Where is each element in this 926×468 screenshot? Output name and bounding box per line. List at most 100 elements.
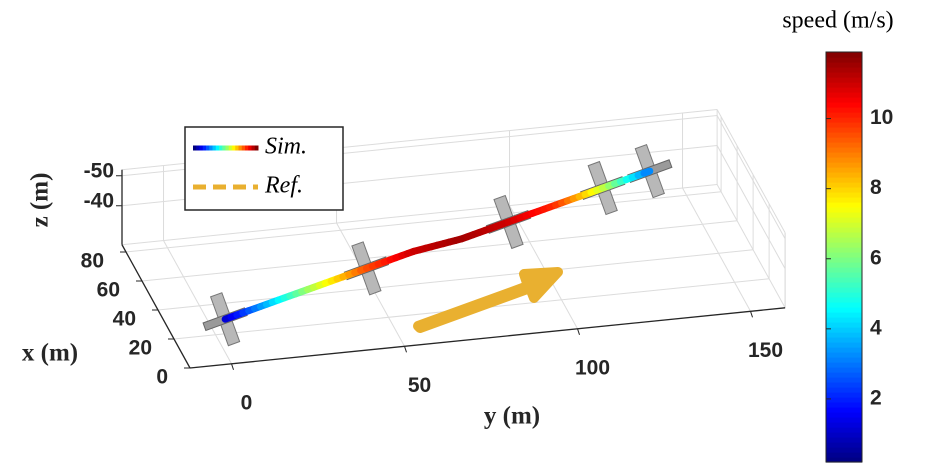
colorbar-band: [826, 397, 862, 403]
x-tick-label: 60: [97, 279, 120, 302]
grid-line: [141, 220, 738, 282]
x-tick-label: 0: [156, 366, 168, 389]
colorbar-band: [826, 257, 862, 263]
colorbar-band: [826, 102, 862, 108]
colorbar-band: [826, 317, 862, 323]
colorbar-band: [826, 137, 862, 143]
colorbar-band: [826, 177, 862, 183]
colorbar-band: [826, 342, 862, 348]
colorbar-band: [826, 147, 862, 153]
grid-line: [163, 240, 232, 365]
colorbar-band: [826, 412, 862, 418]
colorbar-band: [826, 292, 862, 298]
colorbar-band: [826, 427, 862, 433]
x-tick-label: 40: [113, 308, 136, 331]
colorbar-band: [826, 442, 862, 448]
tick-mark: [577, 328, 580, 335]
colorbar-band: [826, 337, 862, 343]
colorbar-band: [826, 287, 862, 293]
colorbar: 2 4 6 8 10: [825, 51, 893, 463]
grid-line: [157, 249, 754, 311]
colorbar-band: [826, 82, 862, 88]
colorbar-band: [826, 72, 862, 78]
colorbar-band: [826, 207, 862, 213]
colorbar-band: [826, 222, 862, 228]
colorbar-band: [826, 67, 862, 73]
colorbar-band: [826, 227, 862, 233]
colorbar-band: [826, 447, 862, 453]
grid-line: [682, 187, 751, 312]
colorbar-band: [826, 132, 862, 138]
colorbar-band: [826, 262, 862, 268]
colorbar-band: [826, 142, 862, 148]
box-edge: [716, 184, 786, 309]
colorbar-tick-label: 8: [870, 176, 882, 199]
z-tick-label: -50: [84, 159, 114, 182]
colorbar-band: [826, 332, 862, 338]
y-tick-label: 100: [575, 356, 610, 379]
colorbar-band: [826, 432, 862, 438]
y-axis-line: [189, 307, 786, 369]
colorbar-band: [826, 92, 862, 98]
colorbar-band: [826, 387, 862, 393]
colorbar-label: speed (m/s): [782, 8, 893, 34]
colorbar-band: [826, 117, 862, 123]
colorbar-band: [826, 277, 862, 283]
colorbar-band: [826, 422, 862, 428]
x-axis-line: [121, 244, 191, 369]
tick-mark: [750, 311, 753, 318]
colorbar-band: [826, 252, 862, 258]
colorbar-band: [826, 362, 862, 368]
colorbar-band: [826, 162, 862, 168]
grid-line: [716, 115, 786, 240]
colorbar-band: [826, 127, 862, 133]
colorbar-band: [826, 302, 862, 308]
colorbar-band: [826, 382, 862, 388]
grid-line: [716, 145, 786, 270]
y-tick-label: 0: [241, 391, 253, 414]
colorbar-band: [826, 457, 862, 463]
colorbar-band: [826, 312, 862, 318]
colorbar-band: [826, 197, 862, 203]
colorbar-band: [826, 437, 862, 443]
x-axis-label: x (m): [22, 340, 78, 367]
colorbar-band: [826, 157, 862, 163]
colorbar-band: [826, 322, 862, 328]
colorbar-band: [826, 87, 862, 93]
colorbar-tick-label: 4: [870, 316, 882, 339]
colorbar-band: [826, 202, 862, 208]
y-axis-label: y (m): [484, 403, 540, 430]
colorbar-band: [826, 282, 862, 288]
colorbar-band: [826, 242, 862, 248]
colorbar-band: [826, 352, 862, 358]
colorbar-band: [826, 307, 862, 313]
colorbar-band: [826, 192, 862, 198]
y-tick-label: 150: [748, 339, 783, 362]
colorbar-band: [826, 107, 862, 113]
colorbar-band: [826, 267, 862, 273]
colorbar-band: [826, 367, 862, 373]
colorbar-band: [826, 272, 862, 278]
box-edge: [121, 184, 718, 246]
colorbar-band: [826, 377, 862, 383]
box-edge: [716, 109, 786, 234]
colorbar-band: [826, 247, 862, 253]
colorbar-band: [826, 452, 862, 458]
colorbar-band: [826, 402, 862, 408]
colorbar-band: [826, 57, 862, 63]
tick-mark: [404, 346, 407, 353]
colorbar-band: [826, 62, 862, 68]
grid-line: [125, 191, 722, 253]
colorbar-tick-label: 10: [870, 106, 893, 129]
colorbar-band: [826, 347, 862, 353]
colorbar-band: [826, 212, 862, 218]
x-tick-label: 80: [81, 250, 104, 273]
colorbar-band: [826, 167, 862, 173]
trajectory-segment: [640, 167, 654, 177]
colorbar-band: [826, 232, 862, 238]
colorbar-band: [826, 187, 862, 193]
legend-sim-label: Sim.: [265, 134, 307, 160]
colorbar-band: [826, 417, 862, 423]
colorbar-tick-label: 2: [870, 386, 882, 409]
